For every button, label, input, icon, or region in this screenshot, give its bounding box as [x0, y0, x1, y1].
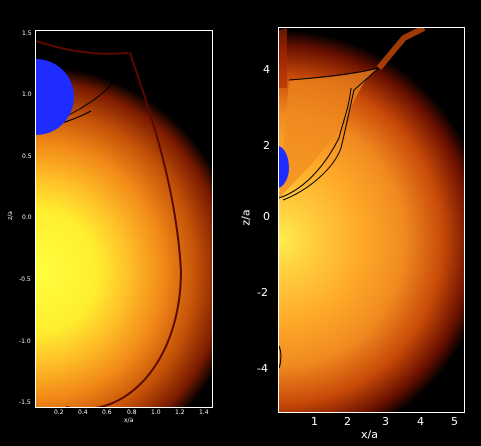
companion-star-left [36, 59, 74, 135]
left-ytick: -1.0 [19, 338, 31, 345]
left-outer-contour [36, 40, 183, 407]
right-stream-contour [279, 87, 352, 199]
right-xlabel: x/a [361, 428, 378, 441]
left-ytick: 0.5 [22, 153, 32, 160]
right-xtick: 2 [344, 415, 351, 428]
right-ytick: 2 [263, 139, 270, 152]
left-ytick: 0.0 [22, 214, 32, 221]
left-plot-frame [35, 30, 213, 408]
left-density-map [36, 31, 212, 407]
left-xtick: 0.6 [102, 409, 112, 416]
left-ylabel: z/a [6, 211, 14, 220]
right-xtick: 5 [451, 415, 458, 428]
left-xtick: 0.8 [127, 409, 137, 416]
right-ytick: 4 [263, 63, 270, 76]
left-ytick: 1.0 [22, 91, 32, 98]
right-xtick: 4 [417, 415, 424, 428]
right-ytick: -4 [257, 362, 268, 375]
left-ytick: -0.5 [19, 276, 31, 283]
right-ylabel: z/a [239, 209, 253, 226]
companion-star-right [279, 146, 289, 188]
left-xtick: 1.0 [151, 409, 161, 416]
left-xtick: 0.4 [78, 409, 88, 416]
left-xlabel: x/a [124, 417, 134, 424]
right-ytick: -2 [257, 286, 268, 299]
left-xtick: 1.2 [175, 409, 185, 416]
left-xtick: 0.2 [54, 409, 64, 416]
left-ytick: 1.5 [22, 30, 32, 37]
right-xtick: 1 [311, 415, 318, 428]
right-ytick: 0 [263, 210, 270, 223]
right-plot-frame [278, 27, 465, 413]
right-xtick: 3 [382, 415, 389, 428]
right-density-map [279, 28, 464, 412]
primary-star-left [36, 66, 212, 407]
left-ytick: -1.5 [19, 399, 31, 406]
left-xtick: 1.4 [199, 409, 209, 416]
